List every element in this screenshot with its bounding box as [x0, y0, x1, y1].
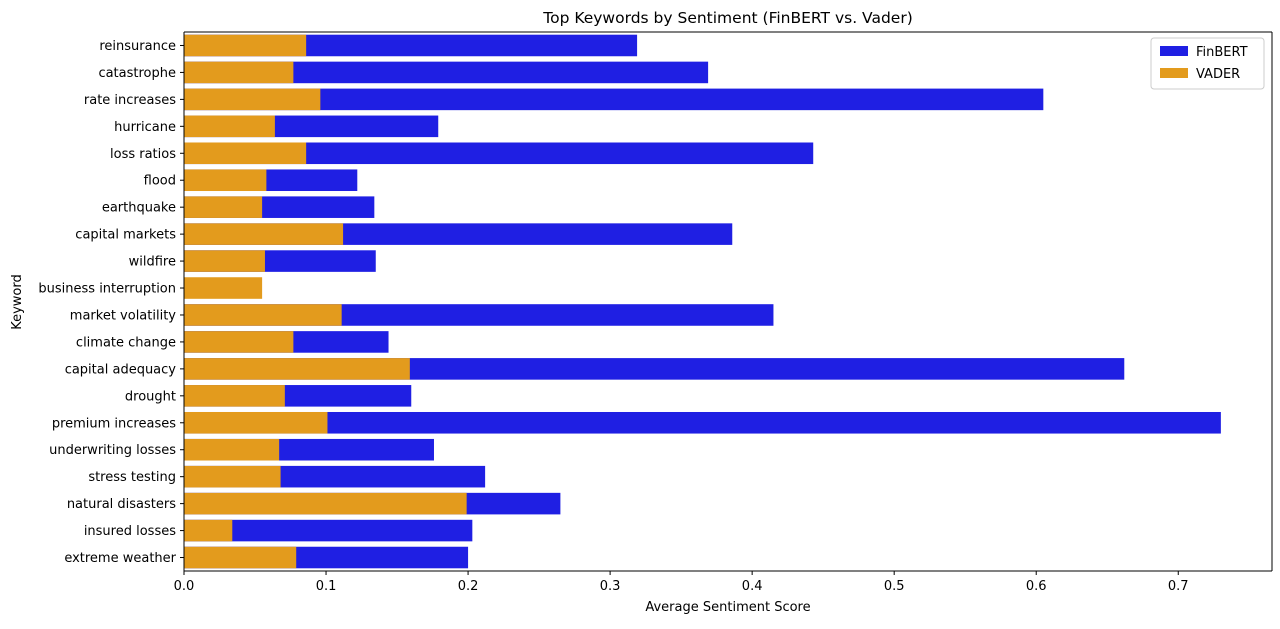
bar-finbert-rate-increases	[184, 88, 1044, 111]
chart-title: Top Keywords by Sentiment (FinBERT vs. V…	[542, 9, 913, 27]
legend: FinBERT VADER	[1150, 37, 1265, 90]
y-tick-label: insured losses	[84, 524, 176, 539]
y-tick-label: extreme weather	[64, 551, 176, 566]
legend-label-vader: VADER	[1196, 67, 1240, 82]
y-tick-label: capital adequacy	[65, 362, 177, 377]
bar-vader-earthquake	[184, 196, 263, 218]
y-tick-label: premium increases	[52, 416, 176, 431]
y-tick-label: stress testing	[88, 470, 176, 485]
y-tick-label: loss ratios	[110, 147, 176, 162]
y-tick-label: underwriting losses	[49, 443, 176, 458]
y-tick-label: rate increases	[84, 93, 176, 108]
bar-vader-market-volatility	[184, 304, 342, 326]
x-tick-label: 0.4	[742, 579, 763, 594]
y-tick-label: drought	[125, 389, 176, 404]
axes-group: reinsurance catastrophe rate increases hurr…	[38, 31, 1273, 594]
bar-finbert-premium-increases	[184, 411, 1221, 434]
bar-vader-reinsurance	[184, 34, 307, 57]
y-tick-label: market volatility	[70, 308, 177, 323]
y-tick-label: natural disasters	[67, 497, 176, 512]
bar-vader-insured-losses	[184, 519, 233, 542]
bar-vader-business-interruption	[184, 277, 263, 299]
y-tick-label: earthquake	[102, 201, 176, 216]
x-tick-label: 0.0	[174, 579, 195, 594]
y-tick-label: capital markets	[75, 228, 176, 243]
bar-vader-loss-ratios	[184, 142, 307, 165]
bar-vader-capital-adequacy	[184, 358, 410, 380]
x-tick-label: 0.6	[1026, 579, 1047, 594]
bar-vader-capital-markets	[184, 223, 344, 245]
x-tick-label: 0.5	[884, 579, 905, 594]
y-tick-label: climate change	[76, 335, 176, 350]
x-axis-title: Average Sentiment Score	[645, 600, 810, 615]
bar-vader-drought	[184, 385, 285, 407]
bar-finbert-loss-ratios	[184, 142, 814, 165]
bar-vader-natural-disasters	[184, 492, 467, 515]
bar-vader-stress-testing	[184, 465, 281, 488]
bar-vader-hurricane	[184, 115, 275, 138]
bar-finbert-insured-losses	[184, 519, 473, 542]
legend-swatch-vader	[1160, 68, 1188, 78]
y-tick-label: business interruption	[38, 282, 176, 297]
bar-vader-extreme-weather	[184, 546, 297, 569]
bar-vader-climate-change	[184, 331, 294, 353]
bar-vader-wildfire	[184, 250, 265, 272]
bars-group	[184, 34, 1221, 569]
bar-finbert-capital-adequacy	[184, 358, 1125, 380]
x-tick-label: 0.1	[316, 579, 337, 594]
y-tick-label: reinsurance	[99, 39, 176, 54]
x-tick-label: 0.7	[1168, 579, 1189, 594]
legend-label-finbert: FinBERT	[1196, 45, 1248, 60]
bar-vader-rate-increases	[184, 88, 321, 111]
x-tick-label: 0.3	[600, 579, 621, 594]
bar-vader-underwriting-losses	[184, 438, 280, 461]
y-axis-title: Keyword	[10, 274, 25, 330]
bar-finbert-catastrophe	[184, 61, 709, 84]
y-tick-label: hurricane	[114, 120, 176, 135]
y-tick-label: catastrophe	[98, 66, 176, 81]
legend-swatch-finbert	[1160, 46, 1188, 56]
bar-vader-premium-increases	[184, 411, 328, 434]
bar-vader-flood	[184, 169, 267, 192]
y-tick-label: flood	[144, 174, 176, 189]
x-tick-label: 0.2	[458, 579, 479, 594]
y-tick-label: wildfire	[129, 255, 176, 270]
bar-vader-catastrophe	[184, 61, 294, 84]
